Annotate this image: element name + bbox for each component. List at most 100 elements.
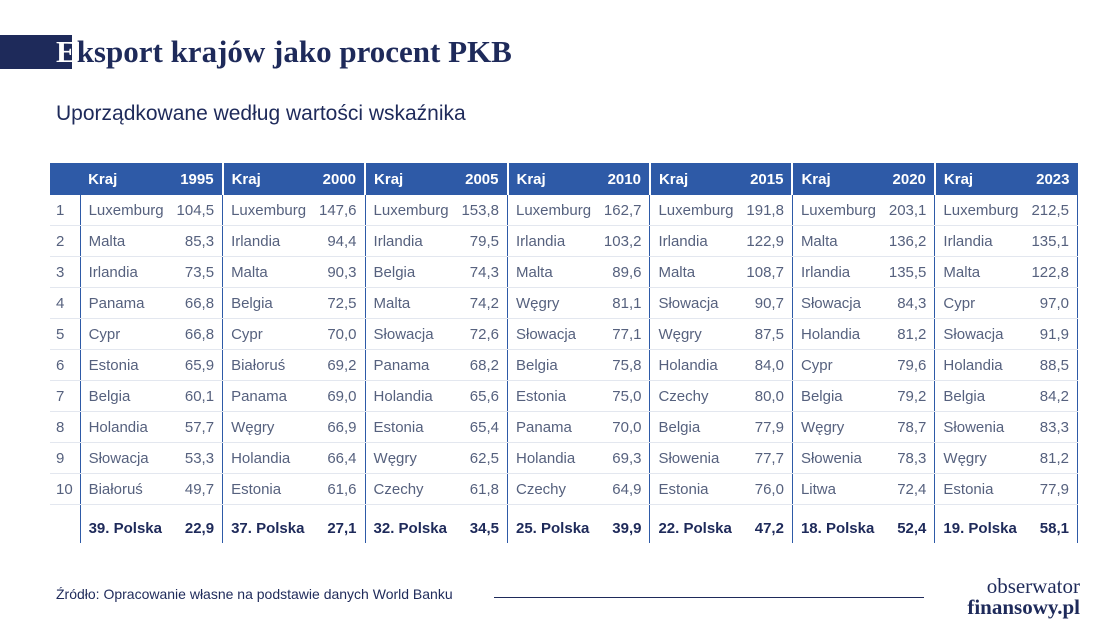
country-name: Holandia: [792, 318, 879, 350]
export-value: 77,7: [736, 442, 793, 474]
rank-header-cell: [50, 163, 81, 195]
export-value: 83,3: [1021, 411, 1079, 443]
column-header-country: Kraj: [365, 163, 452, 195]
poland-label: 32. Polska: [373, 519, 447, 537]
export-value: 78,7: [878, 411, 936, 443]
country-name: Węgry: [792, 411, 879, 443]
export-value: 135,1: [1021, 225, 1079, 257]
country-name: Cypr: [934, 287, 1022, 319]
table-row: 2 Malta 85,3 Irlandia 94,4 Irlandia 79,5 Irland…: [50, 225, 1079, 257]
export-value: 90,7: [736, 287, 793, 319]
column-header-country: Kraj: [222, 163, 309, 195]
export-value: 62,5: [451, 442, 509, 474]
country-name: Holandia: [365, 380, 452, 412]
country-name: Słowacja: [507, 318, 594, 350]
country-name: Irlandia: [507, 225, 594, 257]
poland-value: 34,5: [451, 513, 509, 543]
spacer-cell: [166, 504, 224, 513]
title-first-letter: E: [56, 34, 77, 69]
table-row: 4 Panama 66,8 Belgia 72,5 Malta 74,2 Węgry 81,1 S…: [50, 287, 1079, 319]
export-value: 78,3: [878, 442, 936, 474]
title-rest: ksport krajów jako procent PKB: [76, 34, 512, 69]
country-name: Panama: [507, 411, 594, 443]
export-value: 72,4: [878, 473, 936, 505]
country-name: Holandia: [80, 411, 167, 443]
country-name: Węgry: [507, 287, 594, 319]
export-value: 80,0: [736, 380, 793, 412]
export-value: 76,0: [736, 473, 793, 505]
country-name: Malta: [80, 225, 167, 257]
export-value: 104,5: [166, 195, 224, 226]
country-name: Białoruś: [80, 473, 167, 505]
country-name: Estonia: [507, 380, 594, 412]
export-value: 70,0: [593, 411, 651, 443]
rank-number: 6: [50, 349, 81, 381]
spacer-cell: [223, 505, 309, 514]
poland-label: 22. Polska: [658, 519, 732, 537]
export-value: 70,0: [308, 318, 366, 350]
country-name: Słowenia: [792, 442, 879, 474]
export-value: 79,5: [451, 225, 509, 257]
country-name: Estonia: [222, 473, 309, 505]
rank-number: 1: [50, 195, 81, 226]
country-name: Czechy: [649, 380, 737, 412]
export-ranking-table: Kraj 1995 Kraj 2000 Kraj 2005 Kraj 2010 Kraj 2015…: [50, 163, 1079, 543]
table-header-row: Kraj 1995 Kraj 2000 Kraj 2005 Kraj 2010 Kraj 2015…: [50, 163, 1078, 195]
country-name: Belgia: [365, 256, 452, 288]
export-value: 85,3: [166, 225, 224, 257]
export-value: 90,3: [308, 256, 366, 288]
table-row: 3 Irlandia 73,5 Malta 90,3 Belgia 74,3 Malta 89,…: [50, 256, 1079, 288]
export-value: 212,5: [1021, 195, 1079, 226]
country-name: Irlandia: [934, 225, 1022, 257]
spacer-cell: [451, 504, 509, 513]
export-value: 61,6: [308, 473, 366, 505]
export-value: 147,6: [308, 195, 366, 226]
country-name: Malta: [365, 287, 452, 319]
export-value: 74,2: [451, 287, 509, 319]
poland-value: 47,2: [736, 513, 793, 543]
export-value: 69,0: [308, 380, 366, 412]
export-value: 87,5: [736, 318, 793, 350]
spacer-cell: [1021, 504, 1079, 513]
country-name: Irlandia: [222, 225, 309, 257]
column-header-year: 2010: [593, 163, 651, 195]
poland-label: 25. Polska: [516, 519, 590, 537]
export-value: 122,9: [736, 225, 793, 257]
country-name: Estonia: [80, 349, 167, 381]
country-name: Malta: [649, 256, 737, 288]
export-value: 135,5: [878, 256, 936, 288]
spacer-cell: [736, 504, 793, 513]
country-name: Węgry: [222, 411, 309, 443]
country-name: Luxemburg: [365, 195, 452, 226]
country-name: Węgry: [649, 318, 737, 350]
column-header-country: Kraj: [649, 163, 737, 195]
country-name: Cypr: [80, 318, 167, 350]
country-name: Holandia: [222, 442, 309, 474]
country-name: Estonia: [934, 473, 1022, 505]
export-value: 94,4: [308, 225, 366, 257]
title-accent-bar: [0, 35, 72, 69]
export-value: 84,3: [878, 287, 936, 319]
table-row: 9 Słowacja 53,3 Holandia 66,4 Węgry 62,5 Holand…: [50, 442, 1079, 474]
country-name: Belgia: [507, 349, 594, 381]
export-value: 74,3: [451, 256, 509, 288]
table-body: 1 Luxemburg 104,5 Luxemburg 147,6 Luxemburg 15…: [50, 195, 1079, 543]
country-name: Estonia: [649, 473, 737, 505]
export-value: 65,6: [451, 380, 509, 412]
country-name: Belgia: [222, 287, 309, 319]
country-name: Estonia: [365, 411, 452, 443]
rank-number: 4: [50, 287, 81, 319]
country-name: Belgia: [80, 380, 167, 412]
export-value: 72,6: [451, 318, 509, 350]
export-value: 108,7: [736, 256, 793, 288]
country-name: Irlandia: [792, 256, 879, 288]
country-name: Irlandia: [365, 225, 452, 257]
country-name: Czechy: [507, 473, 594, 505]
export-value: 69,3: [593, 442, 651, 474]
country-name: Słowenia: [934, 411, 1022, 443]
table-row: 6 Estonia 65,9 Białoruś 69,2 Panama 68,2 Belgia…: [50, 349, 1079, 381]
country-name: Belgia: [649, 411, 737, 443]
source-note: Źródło: Opracowanie własne na podstawie …: [56, 586, 453, 602]
poland-value: 39,9: [593, 513, 651, 543]
country-name: Holandia: [649, 349, 737, 381]
